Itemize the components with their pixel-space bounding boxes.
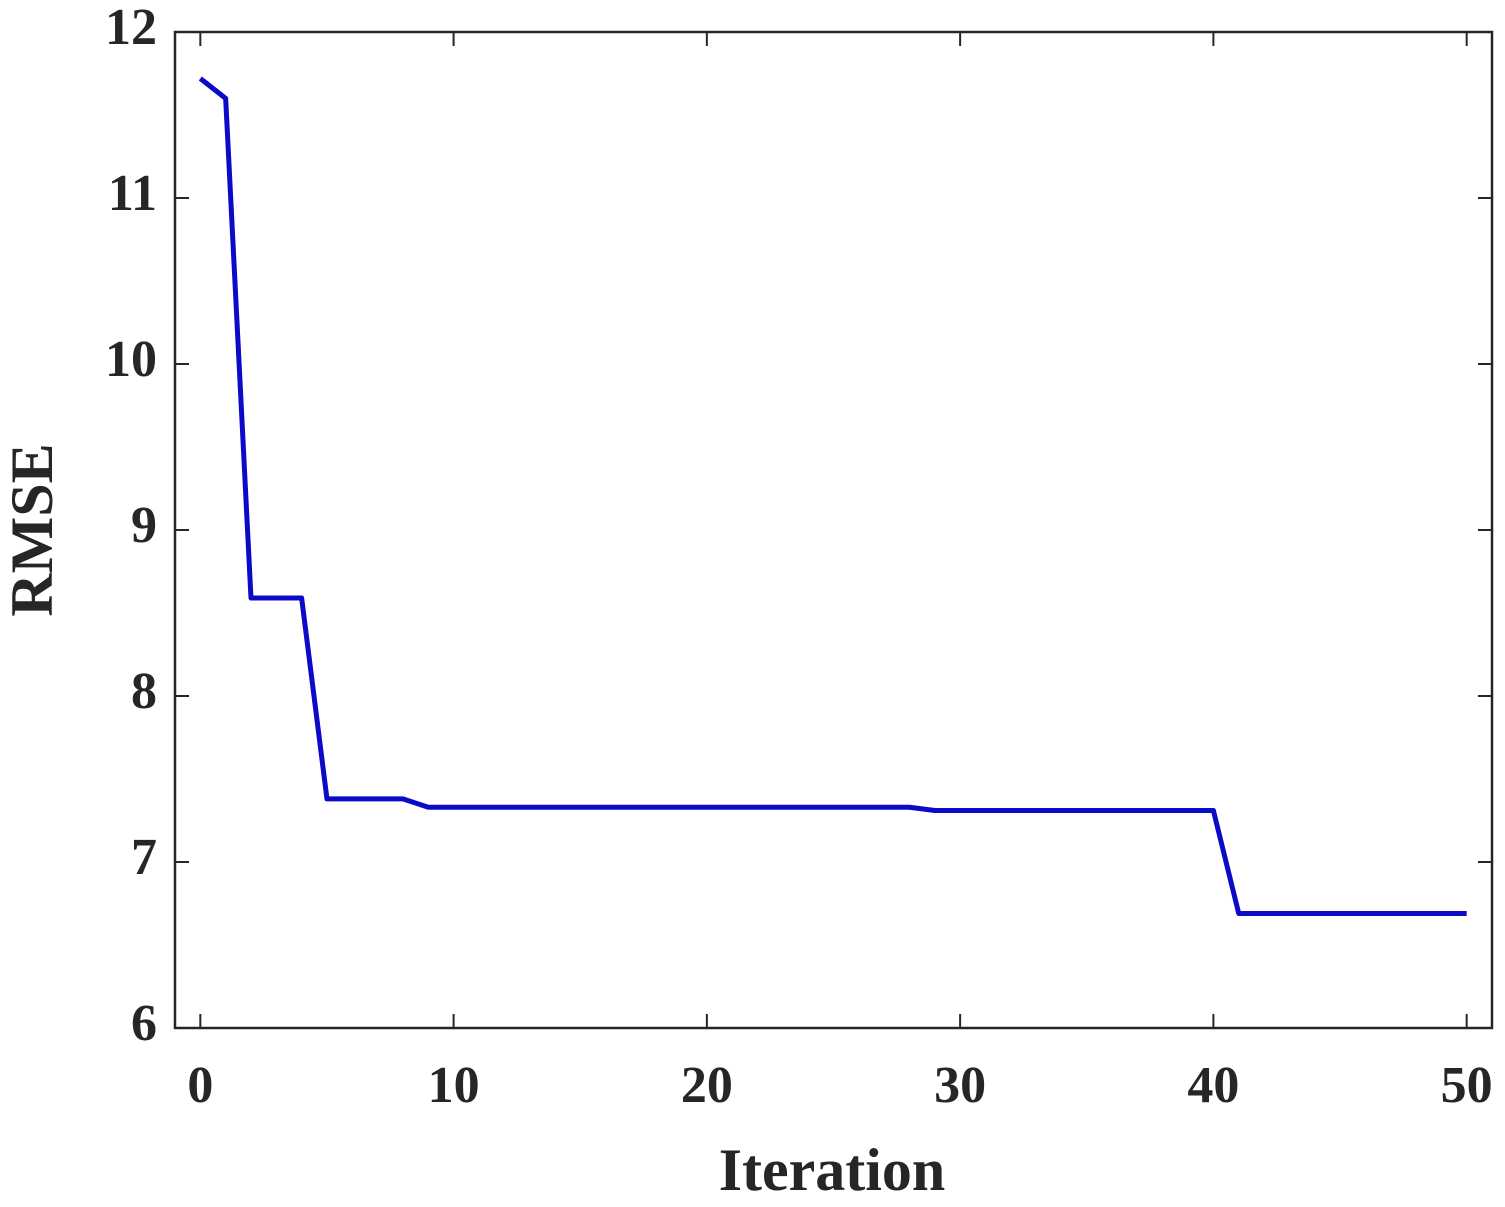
x-tick-label: 50: [1441, 1057, 1493, 1114]
x-tick-label: 10: [428, 1057, 480, 1114]
y-tick-label: 12: [105, 0, 157, 56]
x-axis-label: Iteration: [719, 1137, 946, 1203]
y-tick-label: 6: [131, 995, 157, 1052]
y-tick-label: 8: [131, 663, 157, 720]
y-axis-label: RMSE: [0, 443, 65, 616]
x-tick-label: 0: [187, 1057, 213, 1114]
x-tick-label: 30: [934, 1057, 986, 1114]
y-tick-label: 7: [131, 829, 157, 886]
data-line: [198, 76, 1467, 916]
x-tick-label: 40: [1187, 1057, 1239, 1114]
plot-frame: [173, 30, 1494, 1030]
x-tick-label: 20: [681, 1057, 733, 1114]
y-tick-label: 10: [105, 331, 157, 388]
y-tick-label: 9: [131, 497, 157, 554]
y-tick-label: 11: [108, 165, 157, 222]
